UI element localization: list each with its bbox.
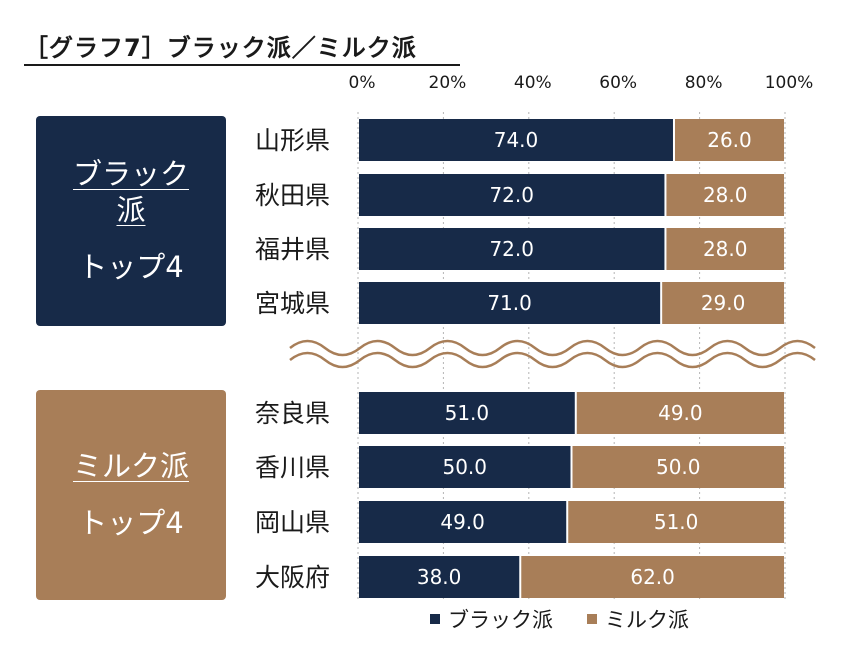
bar-black: [359, 501, 567, 543]
bar-milk: [521, 556, 784, 598]
category-label: 岡山県: [255, 508, 330, 537]
data-label: 62.0: [630, 565, 675, 589]
legend-label-black: ブラック派: [448, 608, 553, 632]
bar-milk: [572, 446, 784, 488]
break-line-top: [289, 339, 816, 357]
bar-black: [359, 446, 571, 488]
data-label: 71.0: [487, 291, 532, 315]
milk-group-top4: トップ4: [78, 506, 184, 541]
data-label: 72.0: [489, 237, 534, 261]
bar-milk: [666, 174, 784, 216]
break-line-bottom: [289, 351, 816, 369]
milk-group-box: ミルク派 トップ4: [36, 390, 226, 600]
chart-title: ［グラフ7］ブラック派／ミルク派: [24, 34, 417, 62]
category-label: 大阪府: [255, 563, 330, 592]
data-label: 49.0: [440, 510, 485, 534]
category-label: 秋田県: [255, 181, 330, 210]
bar-black: [359, 392, 575, 434]
legend-swatch-black: [430, 614, 440, 624]
category-label: 香川県: [255, 453, 330, 482]
data-label: 51.0: [654, 510, 699, 534]
legend: ブラック派 ミルク派: [430, 604, 723, 634]
x-tick-label: 0%: [349, 73, 376, 93]
data-label: 26.0: [707, 128, 752, 152]
bar-milk: [576, 392, 784, 434]
data-label: 74.0: [494, 128, 539, 152]
data-label: 28.0: [703, 183, 748, 207]
data-label: 72.0: [489, 183, 534, 207]
bar-milk: [662, 282, 784, 324]
bar-milk: [674, 119, 784, 161]
category-label: 山形県: [255, 126, 330, 155]
black-group-top4: トップ4: [78, 250, 184, 285]
bar-black: [359, 556, 520, 598]
category-label: 奈良県: [255, 399, 330, 428]
bar-black: [359, 119, 673, 161]
bar-black: [359, 282, 661, 324]
legend-item-milk: ミルク派: [587, 604, 689, 634]
x-tick-label: 40%: [514, 73, 552, 93]
black-group-box: ブラック派 トップ4: [36, 116, 226, 326]
black-group-label: ブラック派: [72, 156, 189, 227]
legend-label-milk: ミルク派: [605, 608, 689, 632]
data-label: 29.0: [701, 291, 746, 315]
title-underline: [24, 64, 460, 66]
bar-milk: [666, 228, 784, 270]
legend-item-black: ブラック派: [430, 604, 553, 634]
data-label: 50.0: [656, 455, 701, 479]
data-label: 51.0: [445, 401, 490, 425]
bar-black: [359, 228, 665, 270]
category-label: 福井県: [255, 235, 330, 264]
bar-milk: [568, 501, 784, 543]
data-label: 38.0: [417, 565, 462, 589]
legend-swatch-milk: [587, 614, 597, 624]
milk-group-label: ミルク派: [72, 448, 189, 483]
x-tick-label: 20%: [429, 73, 467, 93]
data-label: 50.0: [442, 455, 487, 479]
data-label: 49.0: [658, 401, 703, 425]
data-label: 28.0: [703, 237, 748, 261]
bar-black: [359, 174, 665, 216]
x-tick-label: 80%: [685, 73, 723, 93]
x-tick-label: 100%: [765, 73, 814, 93]
category-label: 宮城県: [255, 289, 330, 318]
x-tick-label: 60%: [599, 73, 637, 93]
